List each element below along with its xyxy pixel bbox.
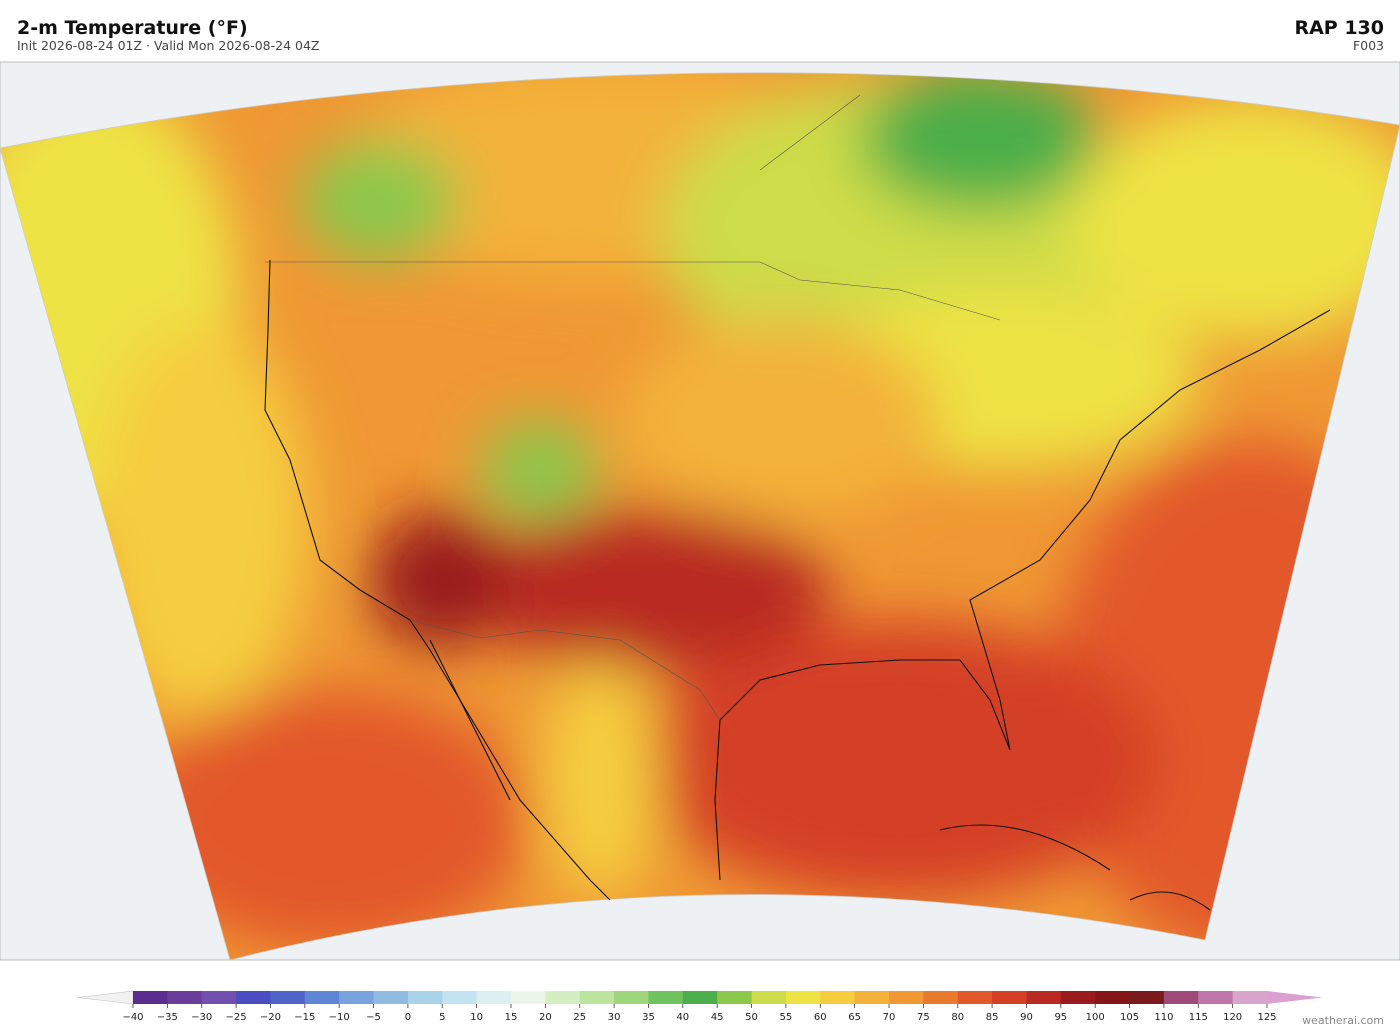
- borders: [265, 94, 1001, 721]
- colorbar-tick-label: 80: [951, 1012, 964, 1023]
- colorbar-tick-label: −40: [122, 1012, 143, 1023]
- colorbar-tick-label: 95: [1054, 1012, 1067, 1023]
- temperature-field: [0, 72, 1400, 960]
- colorbar-tick-label: 5: [439, 1012, 445, 1023]
- colorbar-tick-label: 15: [505, 1012, 518, 1023]
- colorbar-tick-label: 125: [1257, 1012, 1276, 1023]
- colorbar-tick-label: −20: [260, 1012, 281, 1023]
- colorbar-segment: [476, 991, 512, 1004]
- colorbar-segment: [270, 991, 306, 1004]
- colorbar-tick-label: 20: [539, 1012, 552, 1023]
- colorbar-tick-label: 45: [711, 1012, 724, 1023]
- colorbar-tick-label: −15: [294, 1012, 315, 1023]
- colorbar-over: [1267, 991, 1322, 1004]
- colorbar-tick-label: 50: [745, 1012, 758, 1023]
- colorbar-tick-label: 105: [1120, 1012, 1139, 1023]
- colorbar-tick-label: −25: [226, 1012, 247, 1023]
- colorbar-segment: [373, 991, 409, 1004]
- colorbar-tick-label: −5: [366, 1012, 381, 1023]
- colorbar-segment: [957, 991, 993, 1004]
- colorbar-segment: [407, 991, 443, 1004]
- colorbar-segment: [1095, 991, 1131, 1004]
- colorbar-segment: [1060, 991, 1096, 1004]
- colorbar-tick-label: 35: [642, 1012, 655, 1023]
- colorbar-tick-label: 85: [986, 1012, 999, 1023]
- colorbar-segment: [167, 991, 203, 1004]
- colorbar-segment: [785, 991, 821, 1004]
- colorbar-segment: [545, 991, 581, 1004]
- colorbar-tick-label: 115: [1189, 1012, 1208, 1023]
- colorbar-segment: [1026, 991, 1062, 1004]
- colorbar-tick-label: 55: [780, 1012, 793, 1023]
- colorbar-segment: [648, 991, 684, 1004]
- colorbar-segment: [201, 991, 237, 1004]
- colorbar-segment: [614, 991, 649, 1004]
- colorbar-segment: [992, 991, 1027, 1004]
- colorbar-segment: [717, 991, 753, 1004]
- model: RAP 130: [1294, 17, 1384, 39]
- colorbar-tick-label: 40: [676, 1012, 689, 1023]
- subtitle: Init 2026-08-24 01Z · Valid Mon 2026-08-…: [17, 38, 319, 53]
- colorbar-tick-label: −30: [191, 1012, 212, 1023]
- colorbar-tick-label: −10: [329, 1012, 350, 1023]
- coastline: [264, 259, 1331, 911]
- colorbar-tick-label: 120: [1223, 1012, 1242, 1023]
- colorbar-tick-label: 10: [470, 1012, 483, 1023]
- colorbar-segment: [511, 991, 546, 1004]
- colorbar-segment: [304, 991, 340, 1004]
- colorbar-tick-label: 70: [883, 1012, 896, 1023]
- colorbar: −40 −35 −30 −25 −20 −15 −10 −5 0 5 10 15 20 25 30 35 40 4…: [77, 990, 1322, 1023]
- colorbar-tick-label: 110: [1154, 1012, 1173, 1023]
- colorbar-segment: [579, 991, 615, 1004]
- colorbar-segment: [1129, 991, 1165, 1004]
- colorbar-segment: [751, 991, 787, 1004]
- colorbar-tick-label: 30: [608, 1012, 621, 1023]
- colorbar-tick-label: 60: [814, 1012, 827, 1023]
- colorbar-tick-label: 90: [1020, 1012, 1033, 1023]
- colorbar-tick-label: −35: [157, 1012, 178, 1023]
- colorbar-segment: [133, 991, 168, 1004]
- colorbar-segment: [339, 991, 375, 1004]
- colorbar-tick-label: 65: [848, 1012, 861, 1023]
- header-bg: [0, 0, 1400, 62]
- colorbar-segment: [1163, 991, 1199, 1004]
- colorbar-segment: [682, 991, 718, 1004]
- colorbar-tick-label: 0: [405, 1012, 411, 1023]
- map: [0, 61, 1400, 961]
- colorbar-segment: [236, 991, 271, 1004]
- colorbar-tick-label: 75: [917, 1012, 930, 1023]
- colorbar-tick-label: 100: [1086, 1012, 1105, 1023]
- colorbar-under: [77, 990, 134, 1005]
- colorbar-segment: [854, 991, 890, 1004]
- colorbar-segment: [1232, 991, 1268, 1004]
- credit: weatherai.com: [1302, 1014, 1384, 1027]
- colorbar-tick-label: 25: [573, 1012, 586, 1023]
- forecast-hour: F003: [1353, 38, 1384, 53]
- colorbar-segment: [1198, 991, 1234, 1004]
- colorbar-segment: [442, 991, 478, 1004]
- colorbar-segment: [820, 991, 856, 1004]
- colorbar-segment: [889, 991, 924, 1004]
- title: 2-m Temperature (°F): [17, 17, 248, 39]
- colorbar-segment: [923, 991, 959, 1004]
